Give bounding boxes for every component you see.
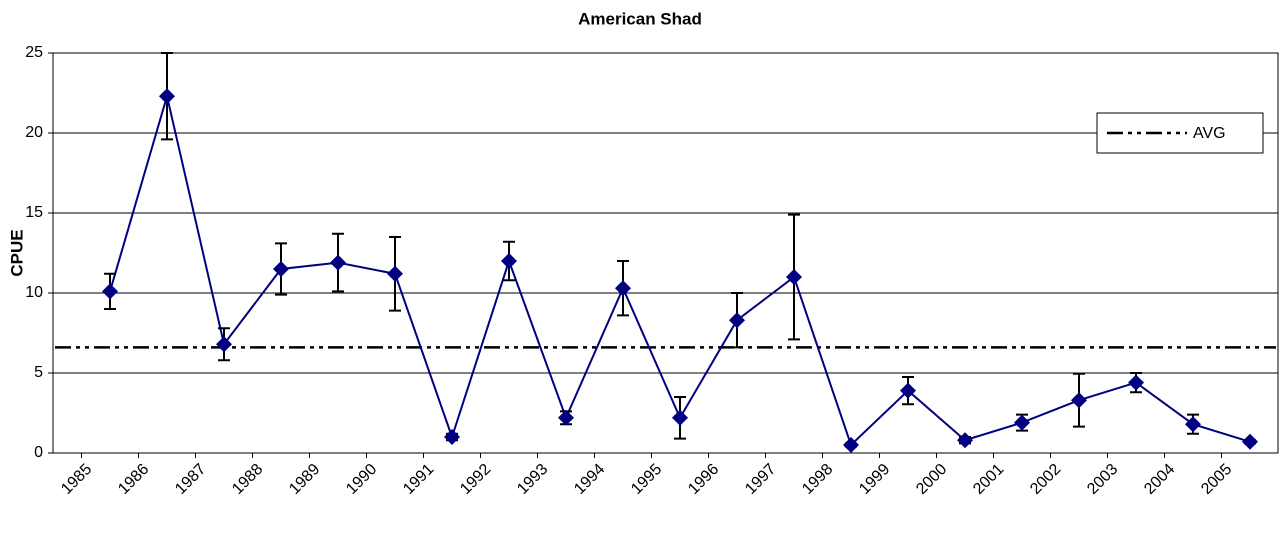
- data-point: [1242, 433, 1258, 450]
- x-tick-label: 2005: [1198, 461, 1235, 498]
- data-point: [957, 432, 973, 449]
- x-tick-label: 2004: [1141, 461, 1178, 498]
- x-tick-label: 1993: [514, 461, 551, 498]
- x-tick-label: 1985: [58, 461, 95, 498]
- data-point: [615, 280, 631, 297]
- y-tick-label: 15: [25, 204, 43, 221]
- data-point: [501, 253, 517, 269]
- data-point: [1071, 392, 1087, 409]
- data-point: [1128, 374, 1144, 391]
- data-point: [444, 429, 460, 445]
- x-tick-label: 1990: [343, 461, 380, 498]
- data-point: [843, 437, 859, 453]
- x-tick-label: 2000: [913, 461, 950, 498]
- data-point: [159, 88, 175, 105]
- x-tick-label: 1991: [400, 461, 437, 498]
- y-tick-label: 0: [34, 444, 43, 461]
- x-tick-label: 1992: [457, 461, 494, 498]
- x-tick-label: 1986: [115, 461, 152, 498]
- legend-label: AVG: [1193, 125, 1226, 142]
- y-axis-title: CPUE: [7, 229, 26, 276]
- x-tick-label: 1998: [799, 461, 836, 498]
- data-point: [216, 336, 232, 353]
- y-tick-label: 25: [25, 44, 43, 61]
- data-point: [387, 265, 403, 282]
- x-tick-label: 1989: [286, 461, 323, 498]
- chart-title: American Shad: [578, 9, 702, 28]
- x-tick-label: 2001: [970, 461, 1007, 498]
- x-tick-label: 1995: [628, 461, 665, 498]
- data-point: [273, 261, 289, 277]
- y-tick-label: 20: [25, 124, 43, 141]
- x-tick-label: 1996: [685, 461, 722, 498]
- data-point: [786, 269, 802, 285]
- x-tick-label: 1994: [571, 461, 608, 498]
- plot-area: [52, 52, 1279, 454]
- x-tick-label: 1999: [856, 461, 893, 498]
- data-point: [729, 312, 745, 329]
- data-point: [900, 382, 916, 399]
- data-point: [1014, 414, 1030, 431]
- x-tick-label: 2003: [1084, 461, 1121, 498]
- y-tick-label: 5: [34, 364, 43, 381]
- data-point: [1185, 416, 1201, 433]
- y-tick-label: 10: [25, 284, 43, 301]
- data-point: [330, 254, 346, 271]
- data-point: [558, 409, 574, 426]
- data-point: [102, 283, 118, 300]
- data-point: [672, 409, 688, 426]
- x-tick-label: 1987: [172, 461, 209, 498]
- x-tick-label: 1997: [742, 461, 779, 498]
- x-tick-label: 2002: [1027, 461, 1064, 498]
- x-tick-label: 1988: [229, 461, 266, 498]
